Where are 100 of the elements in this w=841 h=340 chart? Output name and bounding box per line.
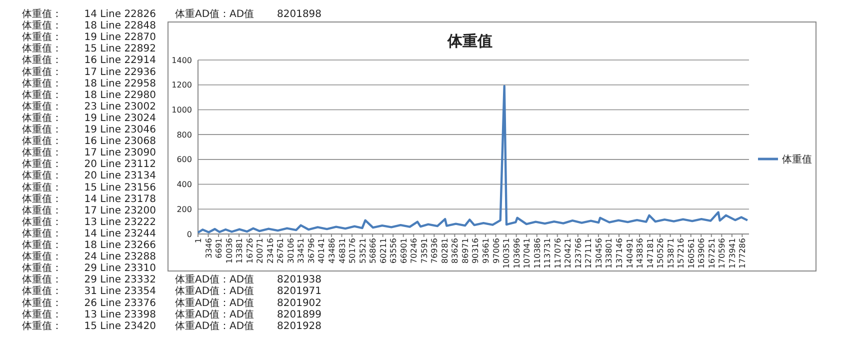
x-tick-label: 133801 xyxy=(604,238,614,269)
x-tick-label: 177286 xyxy=(738,238,748,269)
x-tick-label: 140491 xyxy=(625,238,634,269)
x-tick-label: 93661 xyxy=(482,238,491,264)
x-tick-label: 80281 xyxy=(440,238,450,264)
x-tick-label: 13381 xyxy=(235,238,244,264)
text: 体重AD值：AD值 xyxy=(175,308,254,320)
text: 16 Line 23068 xyxy=(84,136,156,148)
x-tick-label: 83626 xyxy=(450,238,460,264)
text: 20 Line 23112 xyxy=(84,159,156,170)
text: 8201902 xyxy=(277,298,322,309)
text: 体重值： xyxy=(22,170,62,182)
text: 18 Line 22980 xyxy=(84,90,156,101)
text: 体重值： xyxy=(22,250,62,263)
text: 体重值： xyxy=(22,135,62,148)
x-tick-label: 40141 xyxy=(317,238,326,264)
text: 体重值： xyxy=(22,88,62,101)
text: 体重值： xyxy=(22,158,62,170)
x-tick-label: 56866 xyxy=(368,238,378,264)
x-tick-label: 103696 xyxy=(512,238,522,269)
x-tick-label: 60211 xyxy=(378,238,388,264)
x-tick-label: 110386 xyxy=(532,238,542,269)
x-tick-label: 16726 xyxy=(245,238,254,264)
text: 17 Line 22936 xyxy=(84,66,156,78)
x-tick-label: 90316 xyxy=(471,238,480,264)
x-tick-label: 130456 xyxy=(594,238,604,269)
x-tick-label: 170596 xyxy=(718,238,727,269)
x-tick-label: 10036 xyxy=(224,238,234,264)
text: 14 Line 23178 xyxy=(84,194,156,205)
text: 体重值： xyxy=(22,192,62,205)
text: 体重值： xyxy=(22,239,62,251)
x-tick-label: 3346 xyxy=(204,238,214,258)
x-tick-label: 117076 xyxy=(553,238,562,269)
text: 体重值： xyxy=(22,54,62,66)
x-tick-label: 157216 xyxy=(676,238,686,269)
y-tick-label: 1000 xyxy=(172,106,192,115)
text: 8201928 xyxy=(277,320,322,332)
y-tick-label: 600 xyxy=(176,155,192,164)
x-tick-label: 137146 xyxy=(614,238,624,269)
text: 20 Line 23134 xyxy=(84,170,156,182)
text: 8201898 xyxy=(277,9,322,20)
y-tick-label: 1400 xyxy=(172,56,192,65)
text: 15 Line 23156 xyxy=(84,182,156,194)
text: 13 Line 23222 xyxy=(84,216,156,228)
text: 体重AD值：AD值 xyxy=(175,320,254,332)
y-tick-label: 800 xyxy=(176,130,192,140)
x-tick-label: 127111 xyxy=(584,238,594,269)
x-tick-label: 30106 xyxy=(286,238,296,264)
text: 29 Line 23310 xyxy=(84,263,156,274)
x-tick-label: 73591 xyxy=(420,238,429,264)
text: 体重值： xyxy=(22,112,62,124)
text: 8201938 xyxy=(277,274,322,286)
x-tick-label: 147181 xyxy=(646,238,655,269)
x-tick-label: 120421 xyxy=(564,238,573,269)
x-tick-label: 33451 xyxy=(296,238,306,264)
x-tick-label: 113731 xyxy=(543,238,552,269)
text: 19 Line 22870 xyxy=(84,32,156,44)
y-tick-label: 400 xyxy=(176,180,192,190)
x-tick-label: 70246 xyxy=(410,238,419,264)
text: 体重值： xyxy=(22,8,62,20)
text: 8201899 xyxy=(277,309,322,320)
y-tick-label: 1200 xyxy=(172,80,192,90)
text: 14 Line 23244 xyxy=(84,228,156,240)
text: 18 Line 22848 xyxy=(84,20,156,32)
text: 18 Line 23266 xyxy=(84,240,156,251)
x-tick-label: 86971 xyxy=(460,238,470,264)
text: 体重值： xyxy=(22,204,62,216)
text: 体重值： xyxy=(22,216,62,228)
y-tick-label: 0 xyxy=(186,230,192,239)
x-tick-label: 123766 xyxy=(574,238,583,269)
x-tick-label: 66901 xyxy=(399,238,408,264)
text: 体重AD值：AD值 xyxy=(175,285,254,298)
x-tick-label: 50176 xyxy=(348,238,358,264)
text: 体重值： xyxy=(22,66,62,78)
text: 15 Line 23420 xyxy=(84,320,156,332)
x-tick-label: 63556 xyxy=(389,238,398,264)
text: 体重值： xyxy=(22,285,62,298)
text: 8201971 xyxy=(277,286,322,298)
x-tick-label: 6691 xyxy=(214,238,224,258)
text: 23 Line 23002 xyxy=(84,101,156,112)
text: 19 Line 23046 xyxy=(84,124,156,136)
y-tick-label: 200 xyxy=(176,204,192,214)
x-tick-label: 1 xyxy=(194,238,203,244)
x-tick-label: 20071 xyxy=(256,238,265,264)
text: 17 Line 23090 xyxy=(84,148,156,159)
x-tick-label: 26761 xyxy=(276,238,286,264)
text: 31 Line 23354 xyxy=(84,286,156,298)
x-tick-label: 153871 xyxy=(666,238,676,269)
x-tick-label: 160561 xyxy=(686,238,696,269)
x-tick-label: 107041 xyxy=(522,238,532,269)
text: 19 Line 23024 xyxy=(84,112,156,124)
text: 13 Line 23398 xyxy=(84,309,156,320)
x-tick-label: 97006 xyxy=(492,238,501,264)
x-tick-label: 143836 xyxy=(636,238,645,269)
x-tick-label: 173941 xyxy=(728,238,737,269)
x-tick-label: 163906 xyxy=(697,238,706,269)
x-tick-label: 43486 xyxy=(327,238,336,264)
x-tick-label: 167251 xyxy=(707,238,716,269)
text: 体重值： xyxy=(22,320,62,332)
text: 26 Line 23376 xyxy=(84,298,156,309)
